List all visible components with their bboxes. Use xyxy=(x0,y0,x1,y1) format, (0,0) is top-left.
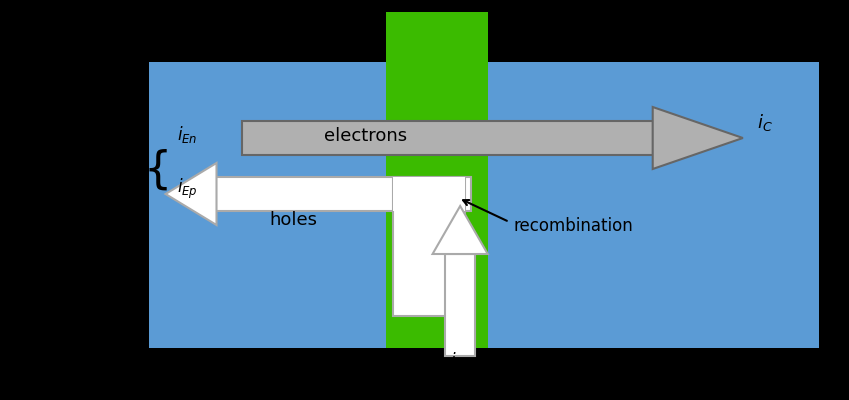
Bar xyxy=(445,254,475,356)
Bar xyxy=(488,62,819,348)
Bar xyxy=(392,177,465,316)
Text: recombination: recombination xyxy=(514,217,633,235)
Bar xyxy=(386,12,488,348)
Text: electrons: electrons xyxy=(323,127,407,145)
Text: $i_{En}$: $i_{En}$ xyxy=(177,124,197,145)
Bar xyxy=(216,177,471,211)
Text: $i_C$: $i_C$ xyxy=(757,112,773,133)
Bar xyxy=(392,177,465,211)
Text: {: { xyxy=(143,148,172,192)
Text: $i_{Ep}$: $i_{Ep}$ xyxy=(177,177,198,201)
Bar xyxy=(242,121,653,155)
Polygon shape xyxy=(166,163,216,225)
Polygon shape xyxy=(653,107,743,169)
Text: $i_{B2}$: $i_{B2}$ xyxy=(450,350,470,371)
Text: $i_{B1}$: $i_{B1}$ xyxy=(394,350,414,371)
Polygon shape xyxy=(433,206,487,254)
Bar xyxy=(149,62,386,348)
Text: holes: holes xyxy=(269,211,317,229)
Text: $i_E$: $i_E$ xyxy=(119,160,134,180)
